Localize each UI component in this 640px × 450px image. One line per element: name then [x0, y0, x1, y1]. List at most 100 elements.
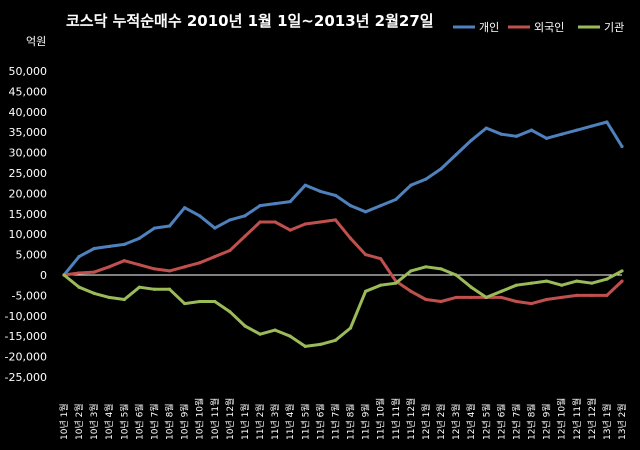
data-point [409, 289, 413, 293]
y-tick-label: 50,000 [9, 65, 48, 78]
data-point [213, 226, 217, 230]
y-tick-label: 0 [40, 269, 47, 282]
x-tick-label: 10년 11월 [209, 398, 221, 440]
data-point [333, 218, 338, 222]
data-point [92, 246, 96, 251]
y-tick-label: 5,000 [16, 249, 48, 262]
x-tick-label: 10년 8월 [164, 403, 176, 440]
data-point [409, 269, 413, 273]
data-point [243, 324, 247, 328]
x-tick-label: 11년 5월 [299, 403, 311, 440]
x-tick-label: 11년 7월 [329, 403, 341, 440]
data-point [529, 281, 534, 285]
x-tick-label: 10년 12월 [224, 398, 236, 440]
x-tick-label: 12년 9월 [541, 403, 553, 440]
x-tick-label: 12년 2월 [435, 403, 447, 440]
data-point [575, 293, 579, 297]
data-point [137, 263, 142, 267]
data-point [379, 257, 383, 261]
data-point [318, 220, 322, 224]
data-point [348, 326, 353, 330]
x-tick-label: 11년 12월 [405, 398, 417, 440]
y-tick-label: 40,000 [9, 106, 48, 119]
data-point [364, 253, 368, 257]
data-point [77, 271, 81, 275]
y-tick-label: -5,000 [12, 289, 47, 302]
data-point [620, 269, 624, 273]
x-tick-label: 10년 9월 [179, 403, 191, 440]
data-point [107, 295, 111, 300]
data-point [228, 218, 232, 222]
data-point [560, 132, 564, 136]
y-tick-label: -15,000 [5, 330, 47, 343]
series-lines [62, 120, 624, 348]
y-axis-ticks: 50,000 45,000 40,000 35,000 30,000 25,000 20,0… [5, 65, 47, 384]
data-point [379, 283, 383, 287]
x-tick-label: 12년 5월 [480, 403, 492, 440]
data-point [484, 126, 488, 130]
x-tick-label: 12년 10월 [556, 398, 568, 440]
data-point [228, 310, 232, 314]
data-point [620, 144, 624, 149]
x-tick-label: 12년 7월 [510, 403, 522, 440]
data-point [303, 222, 307, 226]
data-point [318, 189, 322, 193]
y-tick-label: 20,000 [9, 187, 48, 200]
data-point [348, 236, 353, 240]
data-point [77, 255, 81, 259]
y-tick-label: 10,000 [9, 228, 48, 241]
data-point [575, 279, 579, 283]
x-tick-label: 10년 7월 [148, 403, 160, 440]
data-point [560, 283, 564, 287]
legend-label: 외국인 [534, 21, 564, 34]
x-tick-label: 10년 3월 [88, 403, 100, 440]
data-point [92, 291, 96, 295]
y-tick-label: -10,000 [5, 310, 47, 323]
data-point [544, 279, 549, 283]
data-point [167, 269, 172, 273]
data-point [198, 261, 202, 265]
data-point [454, 273, 458, 277]
data-point [152, 267, 157, 271]
y-tick-label: -20,000 [5, 351, 47, 364]
x-tick-label: 11년 10월 [375, 398, 387, 440]
series-line [63, 218, 624, 306]
data-point [605, 120, 609, 124]
x-tick-label: 10년 10월 [194, 398, 206, 440]
data-point [288, 199, 292, 204]
x-tick-label: 12년 12월 [586, 398, 598, 440]
data-point [62, 273, 66, 277]
data-point [424, 297, 428, 302]
data-point [454, 295, 458, 300]
x-axis-ticks: 10년 1월 10년 2월 10년 3월 10년 4월 10년 5월 10년 6월 10년 … [58, 398, 628, 440]
data-point [499, 295, 503, 300]
x-tick-label: 10년 1월 [58, 403, 70, 440]
data-point [409, 183, 413, 187]
y-tick-label: 15,000 [9, 208, 48, 221]
x-tick-label: 12년 6월 [495, 403, 507, 440]
data-point [137, 285, 142, 289]
data-point [469, 295, 473, 300]
data-point [243, 214, 247, 218]
x-tick-label: 10년 6월 [133, 403, 145, 440]
x-tick-label: 10년 4월 [103, 403, 115, 440]
data-point [303, 344, 307, 348]
data-point [469, 138, 473, 142]
data-point [167, 224, 172, 228]
data-point [394, 281, 398, 285]
data-point [122, 242, 126, 246]
data-point [107, 265, 111, 269]
data-point [424, 265, 428, 269]
y-tick-label: 35,000 [9, 126, 48, 139]
data-point [122, 259, 126, 263]
x-tick-label: 12년 3월 [450, 403, 462, 440]
data-point [544, 297, 549, 302]
x-tick-label: 11년 2월 [254, 403, 266, 440]
data-point [364, 289, 368, 293]
data-point [273, 220, 277, 224]
data-point [273, 202, 277, 206]
y-tick-label: 30,000 [9, 147, 48, 160]
data-point [605, 277, 609, 281]
